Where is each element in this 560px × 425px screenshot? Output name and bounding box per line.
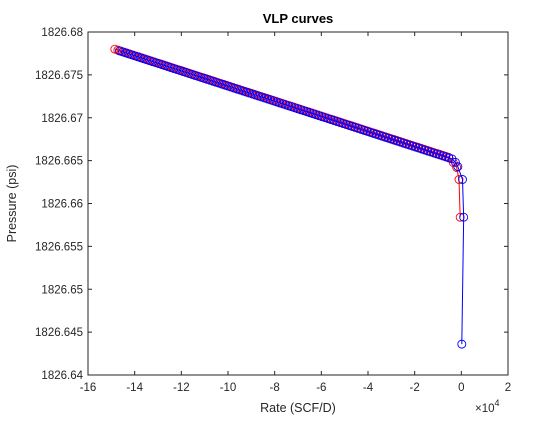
y-tick-label: 1826.675 xyxy=(35,70,83,82)
x-tick-label: -10 xyxy=(220,382,237,394)
x-tick-label: -12 xyxy=(173,382,190,394)
series-point-1 xyxy=(451,157,460,167)
y-tick-label: 1826.645 xyxy=(35,327,83,339)
x-tick-label: -4 xyxy=(363,382,374,394)
y-tick-label: 1826.65 xyxy=(41,284,83,296)
x-scale-exponent-power: 4 xyxy=(495,398,500,408)
y-axis-ticks: 1826.64 1826.645 1826.65 1826.655 1826.66 182… xyxy=(35,27,508,382)
x-axis-label: Rate (SCF/D) xyxy=(260,401,336,415)
chart-title: VLP curves xyxy=(263,11,334,26)
x-tick-label: -16 xyxy=(80,382,97,394)
x-scale-exponent-base: ×10 xyxy=(475,403,495,415)
x-tick-label: -8 xyxy=(270,382,280,394)
x-tick-label: 2 xyxy=(505,382,511,394)
y-axis-label: Pressure (psi) xyxy=(5,165,19,243)
x-tick-label: -2 xyxy=(410,382,420,394)
series-point-1 xyxy=(459,212,469,222)
y-tick-label: 1826.68 xyxy=(41,27,83,39)
x-tick-label: -6 xyxy=(316,382,326,394)
y-tick-label: 1826.655 xyxy=(35,241,83,253)
series-layer xyxy=(110,44,469,349)
series-point-1 xyxy=(453,162,463,172)
x-scale-exponent: ×104 xyxy=(475,398,500,415)
plot-area xyxy=(88,32,508,375)
series-point-1 xyxy=(458,175,467,184)
y-tick-label: 1826.64 xyxy=(41,370,83,382)
x-tick-label: -14 xyxy=(126,382,143,394)
y-tick-label: 1826.67 xyxy=(41,113,83,125)
series-point-1 xyxy=(447,154,457,164)
x-tick-label: 0 xyxy=(458,382,464,394)
y-tick-label: 1826.665 xyxy=(35,156,83,168)
series-point-1 xyxy=(457,339,467,349)
x-axis-ticks: -16 -14 -12 -10 -8 -6 -4 -2 0 2 xyxy=(80,32,511,394)
y-tick-label: 1826.66 xyxy=(41,199,83,211)
